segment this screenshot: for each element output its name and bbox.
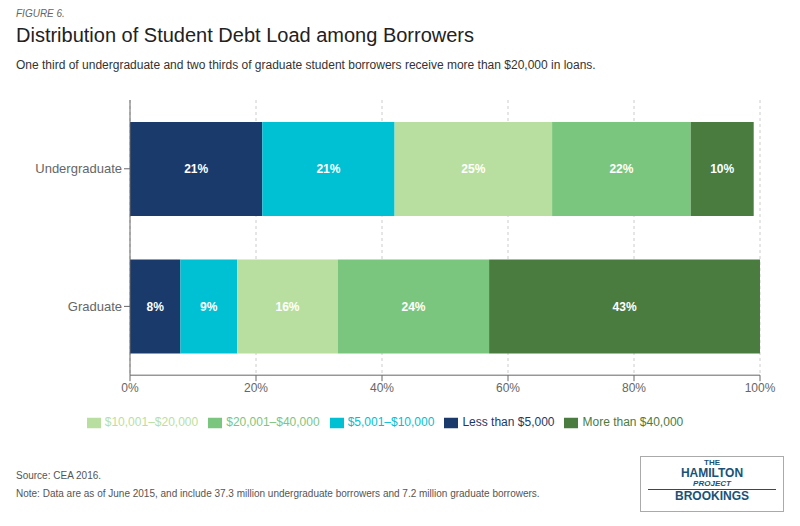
svg-text:8%: 8%	[147, 300, 165, 314]
svg-text:80%: 80%	[622, 381, 646, 395]
svg-text:21%: 21%	[316, 162, 340, 176]
svg-text:0%: 0%	[121, 381, 139, 395]
svg-text:Graduate: Graduate	[68, 299, 122, 314]
html-text:Less than $5,000: Less than $5,000	[462, 415, 555, 430]
html-text:$20,001–$40,000: $20,001–$40,000	[226, 415, 320, 430]
html-text:PROJECT: PROJECT	[693, 479, 731, 488]
html-text:More than $40,000: More than $40,000	[582, 415, 684, 430]
html-text:BROOKINGS: BROOKINGS	[675, 489, 749, 504]
html-text:$5,001–$10,000: $5,001–$10,000	[347, 415, 435, 430]
svg-text:21%: 21%	[184, 162, 208, 176]
svg-text:Undergraduate: Undergraduate	[35, 161, 122, 176]
html-text:THE: THE	[704, 458, 720, 467]
svg-text:40%: 40%	[370, 381, 394, 395]
svg-text:9%: 9%	[200, 300, 218, 314]
html-text:Note: Data are as of June 2015: Note: Data are as of June 2015, and incl…	[16, 488, 540, 499]
svg-text:43%: 43%	[613, 300, 637, 314]
html-text:Distribution of Student Debt L: Distribution of Student Debt Load among …	[16, 24, 474, 46]
svg-text:20%: 20%	[244, 381, 268, 395]
svg-text:22%: 22%	[609, 162, 633, 176]
svg-text:10%: 10%	[710, 162, 734, 176]
svg-text:24%: 24%	[401, 300, 425, 314]
svg-text:100%: 100%	[745, 381, 776, 395]
svg-text:16%: 16%	[275, 300, 299, 314]
html-text:One third of undergraduate and: One third of undergraduate and two third…	[16, 58, 596, 72]
html-text:FIGURE 6.: FIGURE 6.	[16, 8, 65, 19]
html-text:Source: CEA 2016.: Source: CEA 2016.	[16, 470, 102, 481]
svg-text:25%: 25%	[461, 162, 485, 176]
svg-text:60%: 60%	[496, 381, 520, 395]
html-text:$10,001–$20,000: $10,001–$20,000	[104, 415, 199, 430]
html-text:HAMILTON: HAMILTON	[680, 466, 744, 481]
